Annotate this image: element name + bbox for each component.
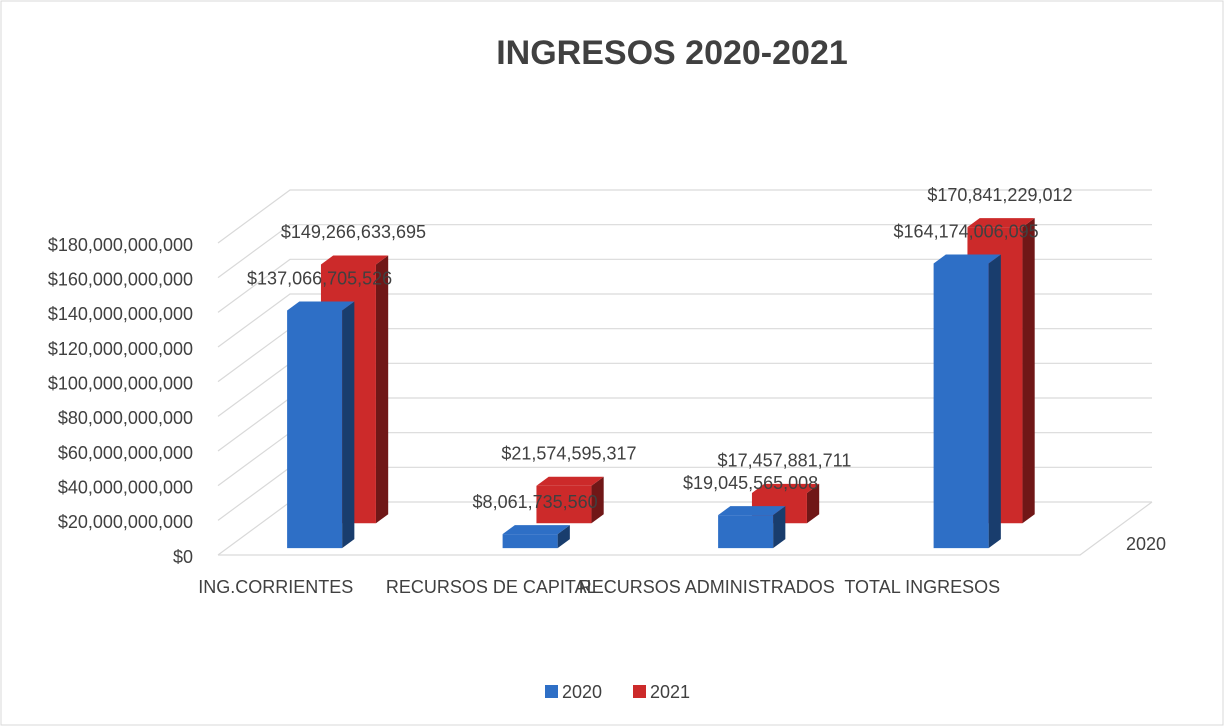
bar-front xyxy=(718,515,774,549)
y-tick-label: $40,000,000,000 xyxy=(58,477,193,497)
bar-top xyxy=(536,476,604,486)
bar-front xyxy=(287,310,343,549)
grid-line xyxy=(217,258,1152,313)
x-tick-label: RECURSOS ADMINISTRADOS xyxy=(579,577,835,597)
floor xyxy=(218,501,1153,556)
bar-top xyxy=(502,525,570,535)
data-label: $170,841,229,012 xyxy=(927,185,1072,205)
bar xyxy=(287,301,355,549)
bar-side xyxy=(342,301,355,549)
bar-top xyxy=(751,483,820,493)
y-tick-label: $80,000,000,000 xyxy=(58,408,193,428)
bar-side xyxy=(591,476,604,524)
data-label: $137,066,705,526 xyxy=(247,268,392,288)
data-label: $8,061,735,560 xyxy=(473,492,598,512)
bar-front xyxy=(502,534,558,549)
x-tick-label: TOTAL INGRESOS xyxy=(844,577,1000,597)
bar-side xyxy=(806,483,820,524)
legend-label: 2020 xyxy=(562,682,602,702)
depth-axis-label: 2020 xyxy=(1126,534,1166,554)
grid-line xyxy=(217,293,1152,348)
y-tick-label: $160,000,000,000 xyxy=(48,269,193,289)
grid-line xyxy=(217,189,1152,244)
y-tick-label: $100,000,000,000 xyxy=(48,373,193,393)
y-tick-label: $120,000,000,000 xyxy=(48,339,193,359)
bar-front xyxy=(536,485,592,524)
bar xyxy=(718,506,786,549)
bar-side xyxy=(988,254,1001,549)
bar-front xyxy=(933,263,989,549)
bar-side xyxy=(773,506,786,549)
chart-title: INGRESOS 2020-2021 xyxy=(496,34,848,72)
data-label: $19,045,565,008 xyxy=(683,473,818,493)
bar-side xyxy=(1022,218,1035,524)
grid-line xyxy=(217,224,1152,279)
legend-swatch xyxy=(633,685,646,698)
y-tick-label: $20,000,000,000 xyxy=(58,512,193,532)
legend-label: 2021 xyxy=(650,682,690,702)
bar xyxy=(536,476,604,524)
y-tick-label: $60,000,000,000 xyxy=(58,443,193,463)
data-label: $21,574,595,317 xyxy=(501,444,636,464)
x-tick-label: RECURSOS DE CAPITAL xyxy=(386,577,597,597)
bar-top xyxy=(287,301,355,311)
bar xyxy=(502,525,570,549)
data-label: $17,457,881,711 xyxy=(718,451,852,471)
bar-side xyxy=(557,525,570,549)
legend-swatch xyxy=(545,685,558,698)
bar-top xyxy=(933,254,1001,264)
bar xyxy=(933,254,1001,549)
data-label: $164,174,006,095 xyxy=(894,221,1039,241)
bar-top xyxy=(718,506,786,516)
y-tick-label: $180,000,000,000 xyxy=(48,235,193,255)
y-tick-label: $0 xyxy=(173,547,193,567)
x-tick-label: ING.CORRIENTES xyxy=(198,577,353,597)
data-label: $149,266,633,695 xyxy=(281,222,426,242)
bar-side xyxy=(375,255,389,524)
y-tick-label: $140,000,000,000 xyxy=(48,304,193,324)
bar-top xyxy=(967,218,1035,228)
bar-top xyxy=(320,255,389,265)
